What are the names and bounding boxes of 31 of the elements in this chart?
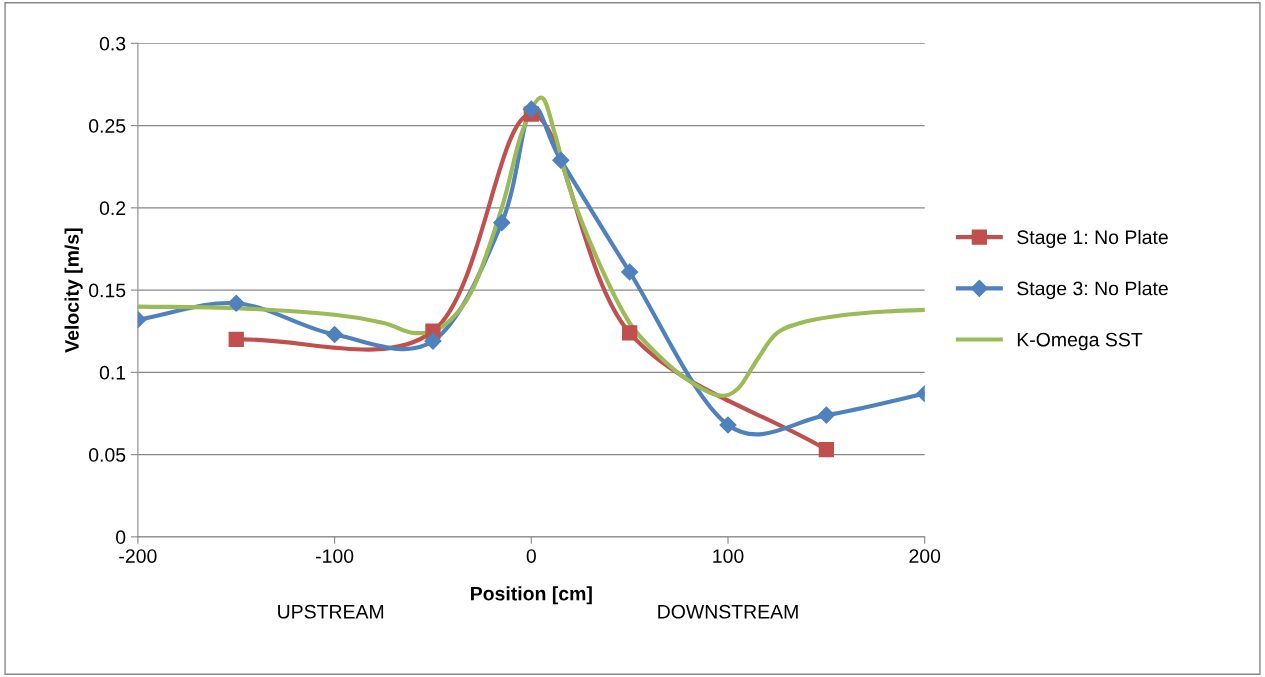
y-tick-label: 0.3 (99, 36, 126, 51)
y-tick-label: 0.2 (99, 201, 126, 216)
legend-label: K-Omega SST (1017, 332, 1143, 351)
point (621, 263, 639, 281)
point (228, 331, 244, 348)
point (818, 442, 835, 458)
point (227, 294, 245, 312)
point (424, 332, 442, 350)
x-tick-label: 100 (713, 549, 744, 563)
point (326, 325, 344, 344)
y-tick-label: 0.25 (89, 119, 126, 133)
x-tick-label: 0 (526, 549, 536, 563)
legend-label: Stage 3: No Plate (1017, 281, 1168, 300)
x-tick-label: 200 (909, 549, 941, 563)
y-tick-label: 0.15 (89, 283, 126, 298)
x-tick-label: -100 (316, 549, 354, 563)
point (622, 325, 638, 341)
point (719, 416, 737, 434)
point (522, 100, 540, 118)
y-tick-label: 0 (116, 530, 126, 545)
text: DOWNSTREAM (658, 604, 798, 619)
point (817, 406, 835, 424)
y-tick-label: 0.1 (99, 365, 126, 380)
x-axis-title: Position [cm] (471, 586, 592, 605)
point (493, 214, 511, 232)
x-tick-label: -200 (119, 549, 157, 563)
y-axis-title: Velocity [m/s] (64, 228, 83, 353)
point (552, 151, 570, 169)
text: UPSTREAM (278, 604, 384, 619)
y-tick-label: 0.05 (89, 448, 126, 462)
legend-label: Stage 1: No Plate (1017, 229, 1168, 248)
